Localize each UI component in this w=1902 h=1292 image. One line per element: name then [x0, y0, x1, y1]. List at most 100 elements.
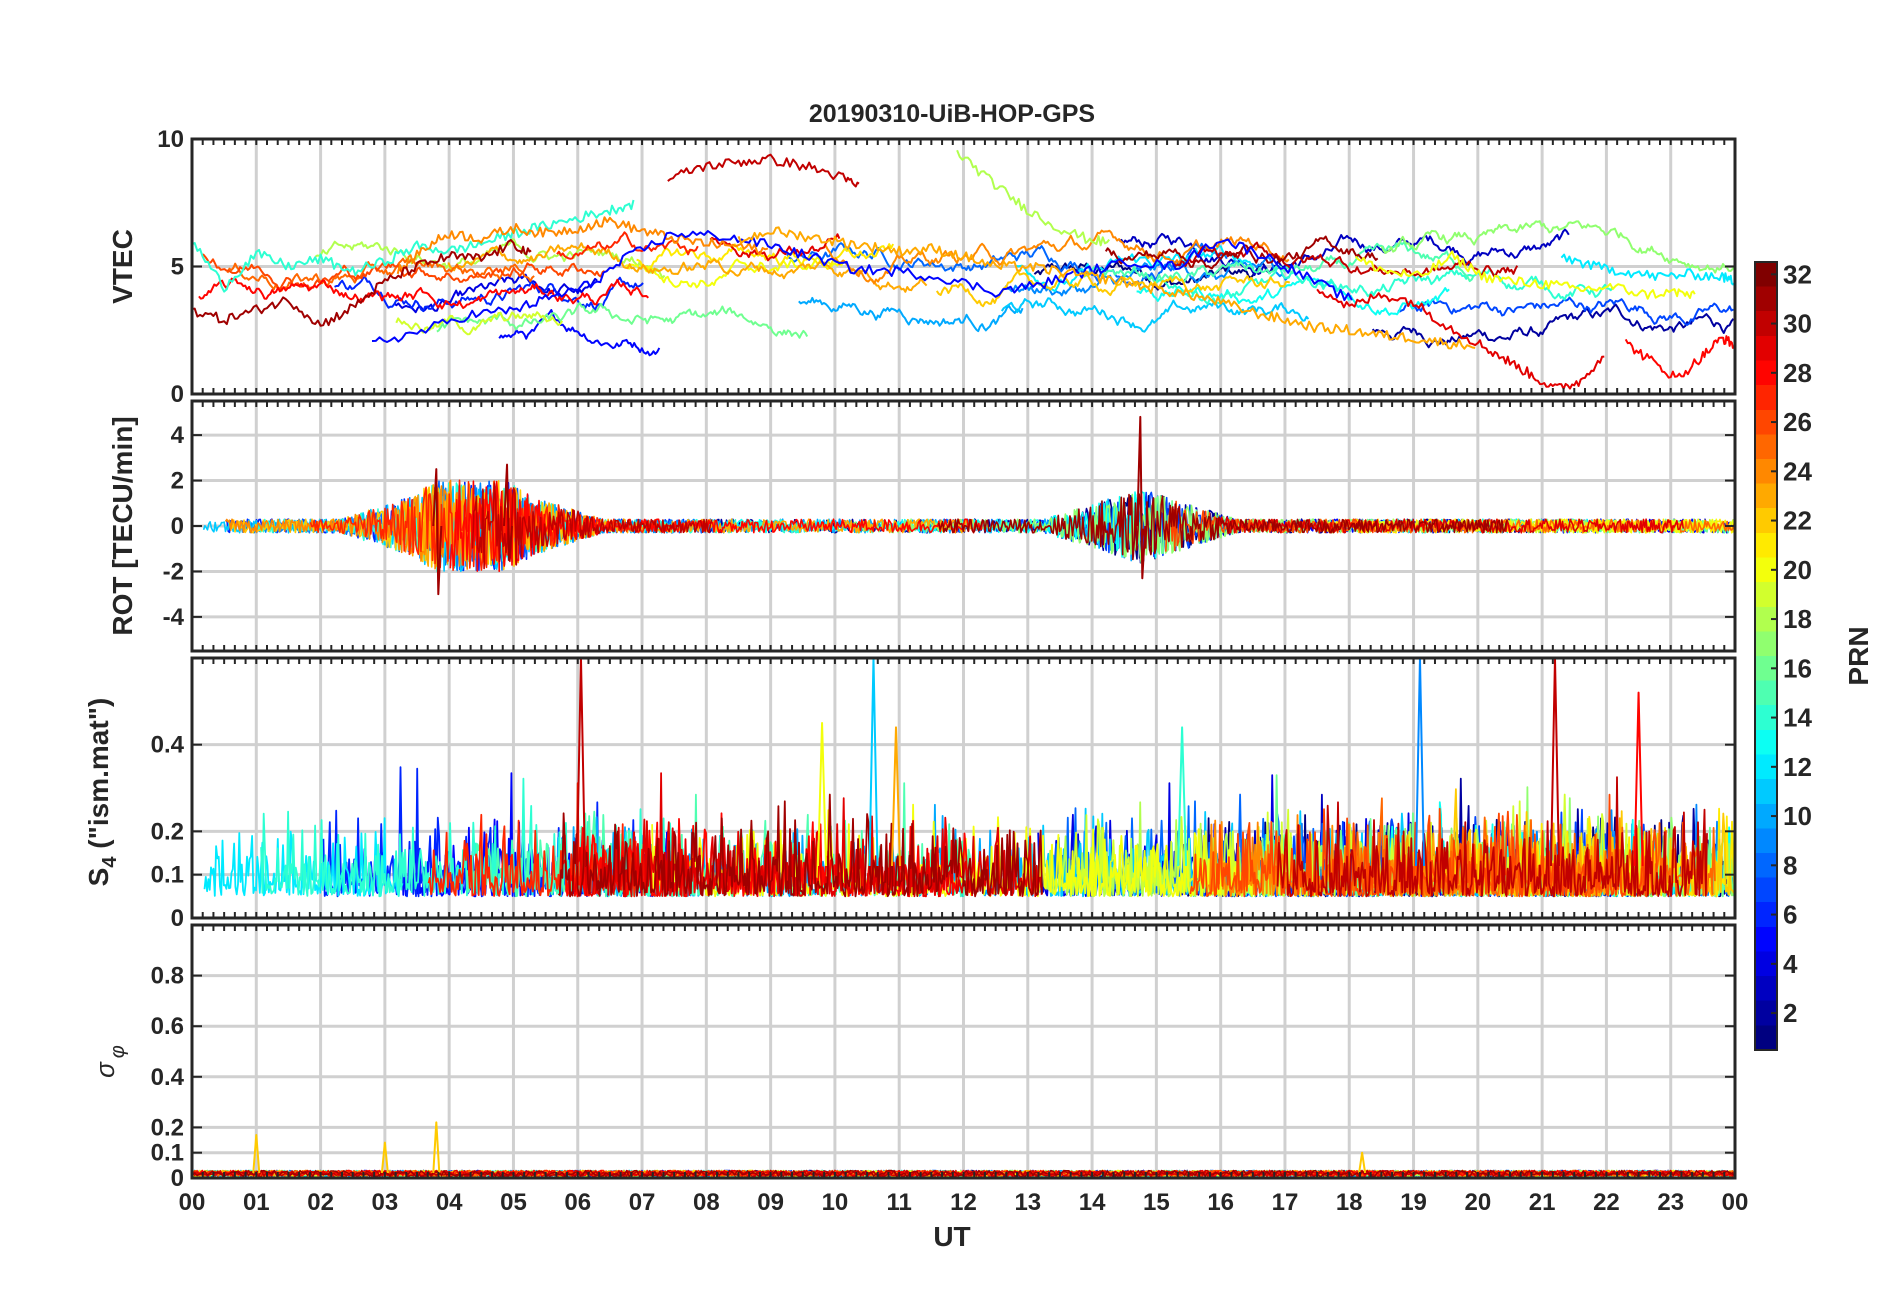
vtec-track: [1380, 220, 1735, 274]
y-tick-label: 0.4: [151, 732, 185, 759]
s4-peak: [1549, 658, 1560, 867]
y-tick-label: 5: [171, 254, 184, 281]
vtec-track: [1173, 241, 1519, 278]
panel-frame: [190, 399, 1737, 653]
panel-vtec: 0 5 10 VTEC: [107, 126, 1737, 408]
rot-track: [937, 493, 1508, 561]
vtec-series: [667, 153, 860, 188]
y-tick-label: 0: [171, 381, 184, 408]
y-tick-label: 0.2: [151, 818, 184, 845]
y-tick-label: 0: [171, 905, 184, 932]
s4-peak: [1177, 726, 1188, 867]
x-tick-label: 00: [1722, 1189, 1749, 1216]
colorbar-tick-label: 6: [1783, 900, 1797, 930]
x-tick-label: 17: [1272, 1189, 1299, 1216]
vtec-series: [1316, 288, 1605, 390]
colorbar-tick-label: 22: [1783, 506, 1812, 536]
colorbar-tick-label: 16: [1783, 653, 1812, 683]
colorbar-tick-label: 12: [1783, 752, 1812, 782]
x-tick-label: 08: [693, 1189, 720, 1216]
rot-track: [471, 482, 713, 570]
s4-track: [1276, 776, 1708, 898]
y-tick-label: 0: [171, 513, 184, 540]
vtec-track: [1397, 296, 1734, 326]
y-tick-label: -4: [163, 604, 185, 631]
colorbar-tick-label: 32: [1783, 259, 1812, 289]
s4-track: [203, 817, 404, 897]
sigma-peak: [1358, 1151, 1367, 1174]
colorbar-tick-label: 20: [1783, 555, 1812, 585]
panel-frame: [190, 137, 1737, 396]
x-tick-label: 12: [950, 1189, 977, 1216]
s4-peak: [868, 658, 879, 867]
x-tick-label: 02: [307, 1189, 334, 1216]
x-tick-label: 21: [1529, 1189, 1556, 1216]
vtec-track: [334, 276, 644, 312]
x-tick-label: 20: [1464, 1189, 1491, 1216]
vtec-track: [636, 243, 895, 272]
data-layer: [203, 658, 1735, 898]
rot-track: [1215, 516, 1685, 534]
y-tick-label: 0.2: [151, 1114, 184, 1141]
colorbar-tick-label: 28: [1783, 358, 1812, 388]
y-axis-label: σφ: [90, 1045, 129, 1078]
colorbar-tick-label: 4: [1783, 949, 1798, 979]
y-tick-label: 0.1: [151, 862, 184, 889]
x-tick-label: 16: [1207, 1189, 1234, 1216]
vtec-series: [1354, 250, 1696, 300]
x-tick-label: 22: [1593, 1189, 1620, 1216]
chart-title: 20190310-UiB-HOP-GPS: [809, 100, 1095, 128]
s4-peak: [817, 722, 828, 867]
x-tick-label: 18: [1336, 1189, 1363, 1216]
colorbar-tick-label: 8: [1783, 850, 1797, 880]
vtec-track: [624, 256, 846, 289]
colorbar-tick-label: 2: [1783, 998, 1797, 1028]
vtec-series: [396, 216, 769, 275]
vtec-track: [447, 242, 928, 293]
x-tick-label: 19: [1400, 1189, 1427, 1216]
vtec-track: [498, 309, 661, 357]
panel-s4: 0 0.1 0.2 0.4 S4 ("ism.mat"): [83, 656, 1737, 932]
vtec-series: [956, 149, 1110, 247]
y-axis-label: ROT [TECU/min]: [107, 416, 138, 635]
x-tick-label: 00: [179, 1189, 206, 1216]
x-tick-label: 11: [887, 1189, 912, 1216]
s4-peak: [1633, 691, 1644, 867]
sigma-peak: [252, 1133, 261, 1174]
vtec-track: [709, 233, 841, 262]
y-tick-label: 4: [171, 422, 185, 449]
x-tick-label: 10: [822, 1189, 849, 1216]
rot-spike: [503, 463, 514, 562]
vtec-track: [436, 301, 809, 339]
y-tick-label: 0.4: [151, 1064, 185, 1091]
panel-rot: -4 -2 0 2 4 ROT [TECU/min]: [107, 399, 1737, 653]
vtec-series: [737, 226, 1476, 350]
rot-spike: [1136, 415, 1147, 580]
x-tick-label: 23: [1657, 1189, 1684, 1216]
x-tick-label: 05: [500, 1189, 527, 1216]
x-axis-label: UT: [933, 1221, 970, 1252]
vtec-track: [1016, 245, 1255, 293]
colorbar-tick-label: 30: [1783, 309, 1812, 339]
s4-track: [1189, 793, 1667, 898]
vtec-track: [1104, 235, 1379, 270]
y-tick-label: 0.1: [151, 1140, 184, 1167]
vtec-track: [1000, 297, 1310, 333]
rot-track: [449, 480, 984, 573]
x-tick-label: 09: [757, 1189, 784, 1216]
s4-peak: [575, 658, 586, 867]
s4-track: [557, 793, 1043, 898]
y-tick-label: 0.6: [151, 1013, 184, 1040]
vtec-track: [935, 270, 1291, 308]
vtec-series: [1624, 335, 1735, 379]
y-tick-label: -2: [163, 558, 184, 585]
y-tick-label: 0.8: [151, 963, 184, 990]
panel-frame: [190, 923, 1737, 1180]
vtec-series: [1560, 253, 1735, 286]
x-tick-label: 06: [564, 1189, 591, 1216]
colorbar-bar: [1754, 261, 1778, 1051]
vtec-track: [1118, 228, 1570, 276]
colorbar-label: PRN: [1843, 626, 1874, 685]
